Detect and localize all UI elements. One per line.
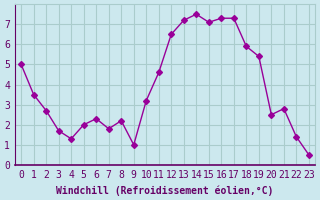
X-axis label: Windchill (Refroidissement éolien,°C): Windchill (Refroidissement éolien,°C): [56, 185, 274, 196]
